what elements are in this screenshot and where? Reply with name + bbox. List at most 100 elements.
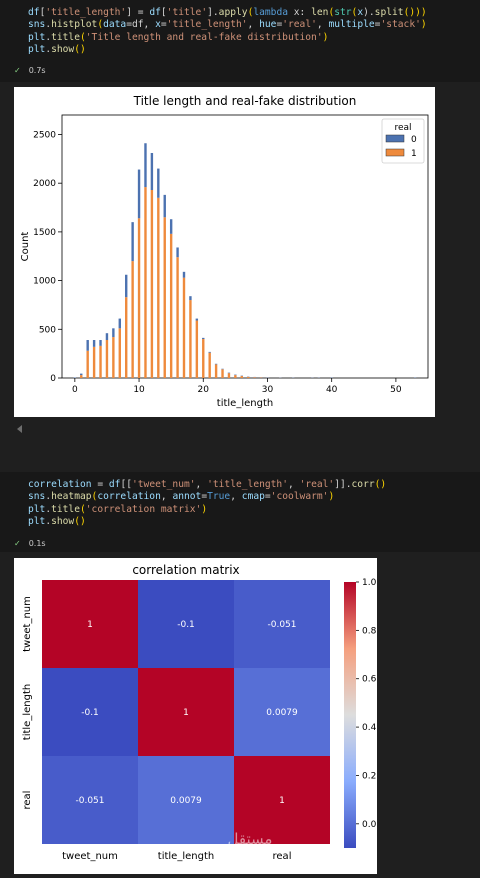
exec-time-1: 0.7s: [28, 66, 46, 75]
heatmap-cell: [42, 756, 138, 844]
code-editor-1[interactable]: df['title_length'] = df['title'].apply(l…: [28, 7, 427, 56]
heatmap-cell: [42, 580, 138, 668]
y-tick-label: 0: [50, 374, 56, 384]
x-tick-label: 0: [72, 385, 78, 395]
bar-real-1: [234, 375, 237, 378]
bar-real-1: [105, 340, 109, 378]
bar-real-0: [202, 337, 205, 340]
bar-real-1: [169, 233, 173, 378]
code-line: sns.histplot(data=df, x='title_length', …: [28, 19, 427, 31]
x-tick-label: real: [273, 851, 292, 862]
code-cell-1[interactable]: df['title_length'] = df['title'].apply(l…: [0, 0, 480, 82]
bar-real-1: [157, 197, 160, 378]
heatmap-annotation: -0.1: [81, 708, 99, 718]
watermark-logo: مستقل: [228, 830, 273, 848]
x-tick-label: title_length: [158, 851, 214, 862]
bar-real-1: [221, 369, 224, 378]
histogram-output: Title length and real-fake distribution 0…: [14, 87, 435, 417]
bar-real-0: [189, 296, 192, 301]
bar-real-0: [112, 328, 115, 338]
heatmap-chart: correlation matrix 1 -0.1 -0.051 -0.1 1 0.0079…: [22, 563, 377, 862]
bar-real-0: [92, 340, 96, 347]
legend-title: real: [394, 123, 411, 133]
code-line: plt.show(): [28, 43, 86, 55]
heatmap-annotation: -0.1: [177, 620, 195, 630]
bar-real-1: [195, 320, 199, 378]
colorbar-tick-label: 0.4: [362, 723, 377, 733]
cell-status-2: ✓ 0.1s: [14, 539, 46, 548]
x-tick-label: 20: [198, 385, 210, 395]
y-tick-label: 500: [39, 325, 56, 335]
check-icon: ✓: [14, 539, 21, 548]
bar-real-0: [118, 318, 121, 329]
code-line: plt.title('correlation matrix'): [28, 503, 208, 515]
bar-real-1: [92, 346, 96, 378]
bar-real-1: [86, 350, 89, 378]
heatmap-cell: [138, 668, 234, 756]
bar-real-0: [131, 222, 134, 262]
y-tick-label: title_length: [22, 684, 33, 740]
y-tick-label: 1000: [33, 277, 56, 287]
bar-real-0: [150, 152, 154, 191]
bar-real-1: [112, 337, 115, 378]
y-tick-label: tweet_num: [22, 596, 33, 652]
heatmap-annotation: -0.051: [75, 796, 104, 806]
histogram-chart: Title length and real-fake distribution 0…: [20, 94, 429, 409]
x-axis-label: title_length: [217, 398, 273, 409]
code-line: df['title_length'] = df['title'].apply(l…: [28, 7, 427, 18]
colorbar-tick-label: 0.6: [362, 675, 377, 685]
bar-real-1: [163, 217, 166, 378]
heatmap-annotation: -0.051: [267, 620, 296, 630]
bar-real-0: [208, 351, 211, 353]
legend-swatch-0: [385, 134, 405, 143]
bar-real-0: [105, 333, 109, 341]
code-line: correlation = df[['tweet_num', 'title_le…: [28, 479, 387, 490]
bar-real-0: [137, 169, 141, 219]
exec-time-2: 0.1s: [28, 539, 46, 548]
code-line: plt.title('Title length and real-fake di…: [28, 31, 329, 43]
bar-real-0: [169, 219, 173, 234]
heatmap-cell: [234, 580, 330, 668]
x-tick-label: tweet_num: [62, 851, 118, 862]
legend-label-0: 0: [411, 135, 417, 145]
x-tick-label: 30: [262, 385, 274, 395]
colorbar-tick-label: 0.0: [362, 820, 377, 830]
bar-real-0: [214, 363, 218, 365]
legend-swatch-1: [385, 148, 405, 157]
colorbar-tick-label: 0.2: [362, 771, 376, 781]
heatmap-cell: [138, 580, 234, 668]
heatmap-annotation: 0.0079: [170, 796, 202, 806]
bar-real-1: [182, 277, 186, 378]
bar-real-0: [99, 340, 102, 346]
bar-real-0: [176, 247, 179, 258]
heatmap-cell: [42, 668, 138, 756]
code-editor-2[interactable]: correlation = df[['tweet_num', 'title_le…: [28, 479, 386, 528]
bar-real-0: [86, 340, 89, 351]
cell-status-1: ✓ 0.7s: [14, 66, 46, 75]
bar-real-1: [247, 376, 250, 378]
bar-real-0: [125, 274, 128, 298]
bar-real-1: [137, 218, 141, 378]
heatmap-cell: [138, 756, 234, 844]
x-tick-label: 10: [133, 385, 145, 395]
heatmap-annotation: 1: [279, 796, 285, 806]
x-tick-label: 40: [326, 385, 338, 395]
y-tick-label: real: [22, 791, 33, 810]
colorbar-tick-label: 0.8: [362, 626, 377, 636]
bar-real-1: [253, 377, 256, 378]
watermark-url: mostaql.com: [231, 850, 270, 857]
collapse-output-icon[interactable]: [17, 425, 22, 433]
check-icon: ✓: [14, 66, 21, 75]
heatmap-output: correlation matrix 1 -0.1 -0.051 -0.1 1 0.0079…: [14, 558, 377, 874]
y-tick-label: 2000: [33, 179, 56, 189]
code-cell-2[interactable]: correlation = df[['tweet_num', 'title_le…: [0, 472, 480, 552]
colorbar-tick-label: 1.0: [362, 578, 377, 588]
bar-real-1: [131, 261, 134, 378]
bar-real-1: [118, 328, 121, 378]
bar-real-1: [208, 352, 211, 378]
heatmap-annotation: 1: [87, 620, 93, 630]
bar-real-1: [240, 376, 243, 378]
heatmap-title: correlation matrix: [132, 563, 239, 577]
bar-real-1: [144, 187, 147, 378]
y-tick-label: 1500: [33, 228, 56, 238]
